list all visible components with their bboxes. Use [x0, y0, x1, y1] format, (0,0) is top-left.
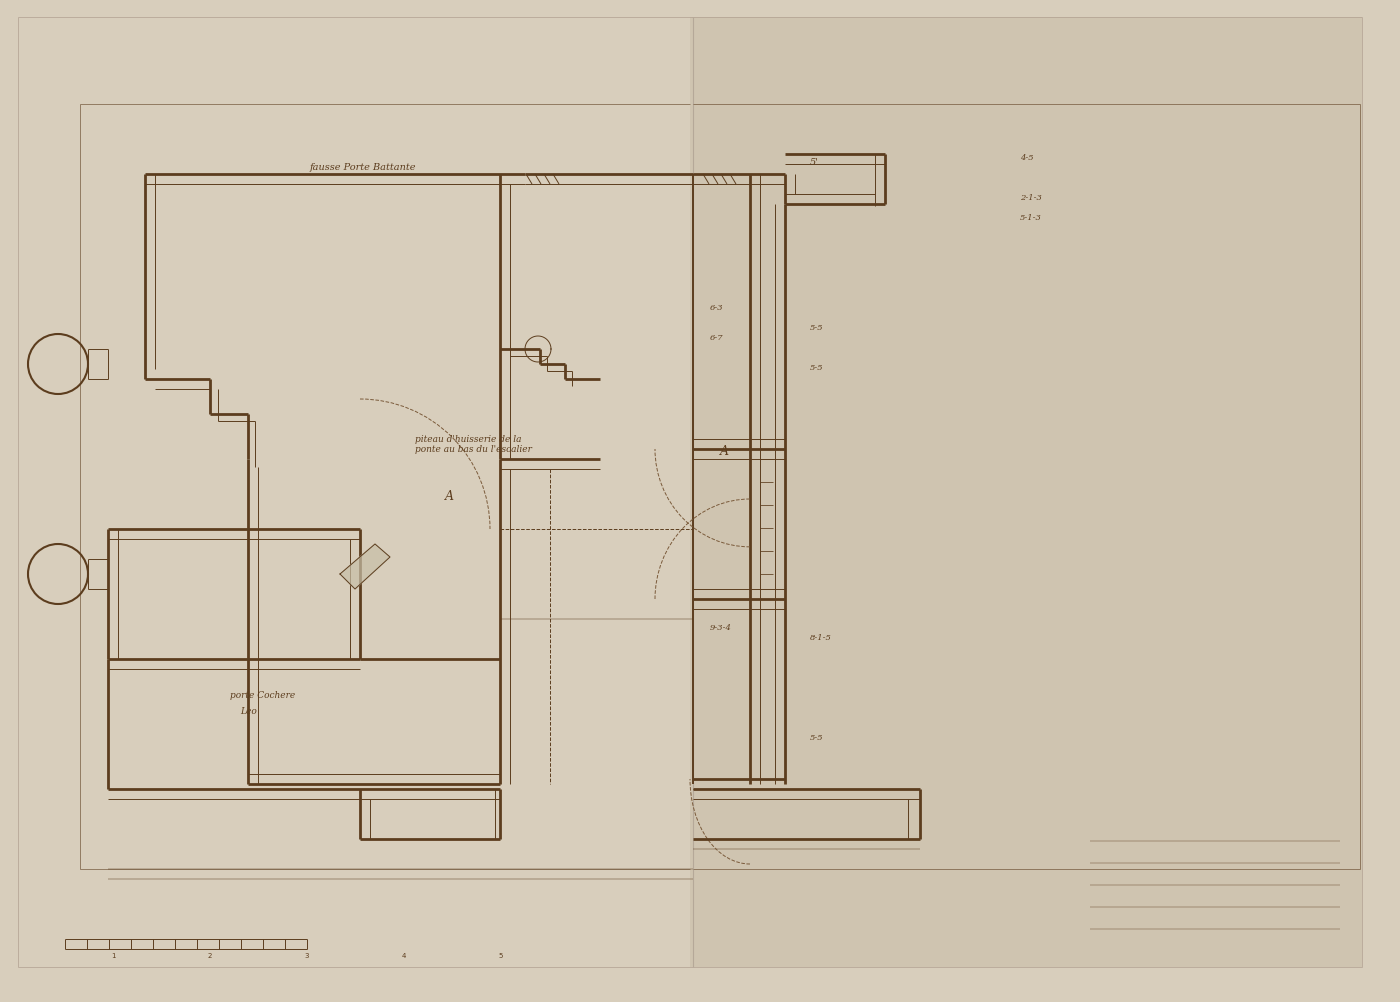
Text: 6-3: 6-3	[710, 304, 724, 312]
Text: porte Cochere: porte Cochere	[230, 690, 295, 699]
Polygon shape	[340, 544, 391, 589]
Text: 5-5: 5-5	[811, 324, 823, 332]
Text: A: A	[445, 490, 454, 502]
Text: 2-1-3: 2-1-3	[1021, 193, 1042, 201]
Text: 5-5: 5-5	[811, 733, 823, 741]
Text: 5-1-3: 5-1-3	[1021, 213, 1042, 221]
Bar	[690, 18, 1362, 967]
Text: fausse Porte Battante: fausse Porte Battante	[309, 163, 417, 171]
Text: 2: 2	[209, 952, 213, 958]
Text: 4: 4	[402, 952, 406, 958]
Text: 5: 5	[498, 952, 503, 958]
Text: Leo: Leo	[239, 706, 256, 715]
Text: 8-1-5: 8-1-5	[811, 633, 832, 641]
Text: piteau d'huisserie de la
ponte au bas du l'escalier: piteau d'huisserie de la ponte au bas du…	[414, 435, 532, 454]
Text: 1: 1	[111, 952, 116, 958]
Text: A: A	[720, 445, 729, 458]
Text: 5-5: 5-5	[811, 364, 823, 372]
Text: 9-3-4: 9-3-4	[710, 623, 732, 631]
Text: 5': 5'	[811, 158, 819, 167]
Text: 4-5: 4-5	[1021, 154, 1033, 162]
Text: 6-7: 6-7	[710, 334, 724, 342]
Bar	[18, 18, 690, 967]
Text: 3: 3	[305, 952, 309, 958]
